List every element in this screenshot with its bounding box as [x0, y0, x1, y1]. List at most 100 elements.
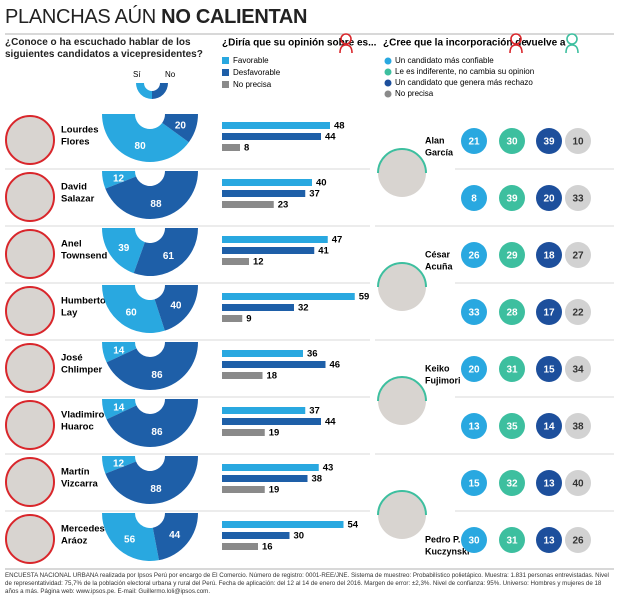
donut-label: 56 [124, 534, 136, 545]
value-circle [565, 299, 591, 325]
person-icon-green [565, 33, 579, 54]
donut-segment [106, 399, 198, 447]
bar [222, 122, 330, 129]
value-circle [536, 299, 562, 325]
bar-label: 44 [325, 417, 336, 428]
candidate-name: Pedro P. [425, 534, 460, 544]
bar [222, 475, 308, 482]
person-icon-red [339, 33, 353, 54]
bar [222, 304, 294, 311]
value-label: 20 [468, 365, 480, 376]
value-circle [565, 470, 591, 496]
candidate-name: Aráoz [61, 536, 88, 547]
donut-segment [102, 513, 159, 562]
photo [5, 229, 55, 279]
candidate-name: Anel [61, 239, 82, 250]
candidate-name: Kuczynski [425, 546, 470, 556]
value-circle [461, 128, 487, 154]
value-label: 26 [468, 251, 480, 262]
legend-label: Desfavorable [233, 68, 281, 77]
value-label: 21 [468, 137, 480, 148]
value-label: 27 [572, 251, 584, 262]
value-label: 18 [543, 251, 555, 262]
legend-yes: Sí [133, 70, 141, 79]
donut-segment [105, 456, 198, 505]
legend-label: No precisa [395, 89, 434, 98]
donut-label: 80 [135, 141, 147, 152]
bar [222, 315, 243, 322]
candidate-name: Chlimper [61, 365, 102, 376]
bar-label: 37 [309, 406, 320, 417]
value-label: 10 [572, 137, 584, 148]
bar [222, 486, 265, 493]
bar [222, 190, 306, 197]
candidate-name: Mercedes [61, 524, 105, 535]
value-label: 8 [471, 194, 477, 205]
value-label: 33 [468, 308, 480, 319]
bar [222, 429, 265, 436]
donut-segment [152, 513, 198, 561]
photo [378, 263, 426, 311]
donut-label: 88 [150, 484, 162, 495]
bar [222, 144, 240, 151]
donut-segment [154, 285, 198, 331]
photo [5, 343, 55, 393]
title: PLANCHAS AÚN NO CALIENTAN [5, 6, 308, 29]
legend-donut-no [152, 83, 168, 99]
value-circle [565, 185, 591, 211]
photo [5, 457, 55, 507]
legend-label: Le es indiferente, no cambia su opinion [395, 67, 534, 76]
value-circle [536, 356, 562, 382]
value-label: 32 [506, 479, 518, 490]
value-label: 31 [506, 365, 518, 376]
donut-label: 61 [163, 251, 175, 262]
bar [222, 133, 321, 140]
value-label: 30 [506, 137, 518, 148]
legend-swatch [384, 57, 392, 65]
value-circle [565, 356, 591, 382]
value-circle [536, 413, 562, 439]
donut-label: 14 [113, 403, 125, 414]
donut-label: 39 [118, 243, 130, 254]
candidate-name: Lay [61, 308, 78, 319]
bar-label: 12 [253, 257, 264, 268]
value-label: 33 [572, 194, 584, 205]
bar [222, 361, 326, 368]
candidate-name: Vladimiro [61, 410, 104, 421]
bar [222, 201, 274, 208]
donut-segment [102, 342, 137, 363]
candidate-name: Flores [61, 137, 90, 148]
value-label: 35 [506, 422, 518, 433]
donut-segment [106, 342, 198, 390]
bar [222, 236, 328, 243]
value-circle [565, 413, 591, 439]
photo [5, 400, 55, 450]
photo [5, 172, 55, 222]
value-circle [499, 128, 525, 154]
donut-label: 14 [113, 346, 125, 357]
title-light: PLANCHAS AÚN [5, 6, 156, 28]
value-circle [461, 299, 487, 325]
donut-segment [105, 171, 198, 220]
value-label: 31 [506, 536, 518, 547]
candidate-name: Vizcarra [61, 479, 99, 490]
donut-label: 20 [175, 121, 187, 132]
value-circle [499, 299, 525, 325]
legend-swatch [222, 81, 229, 88]
donut-label: 86 [151, 370, 163, 381]
candidate-name: Humberto [61, 296, 106, 307]
legend-label: Un candidato que genera más rechazo [395, 78, 533, 87]
candidate-name: César [425, 249, 451, 259]
legend-label: No precisa [233, 80, 272, 89]
donut-segment [162, 114, 198, 143]
value-label: 39 [543, 137, 555, 148]
bar-label: 19 [269, 428, 280, 439]
bar [222, 293, 355, 300]
value-label: 40 [572, 479, 584, 490]
value-circle [536, 128, 562, 154]
photo [5, 286, 55, 336]
legend-swatch [384, 68, 392, 76]
bar-label: 43 [323, 463, 334, 474]
donut-label: 44 [169, 530, 181, 541]
value-label: 13 [468, 422, 480, 433]
